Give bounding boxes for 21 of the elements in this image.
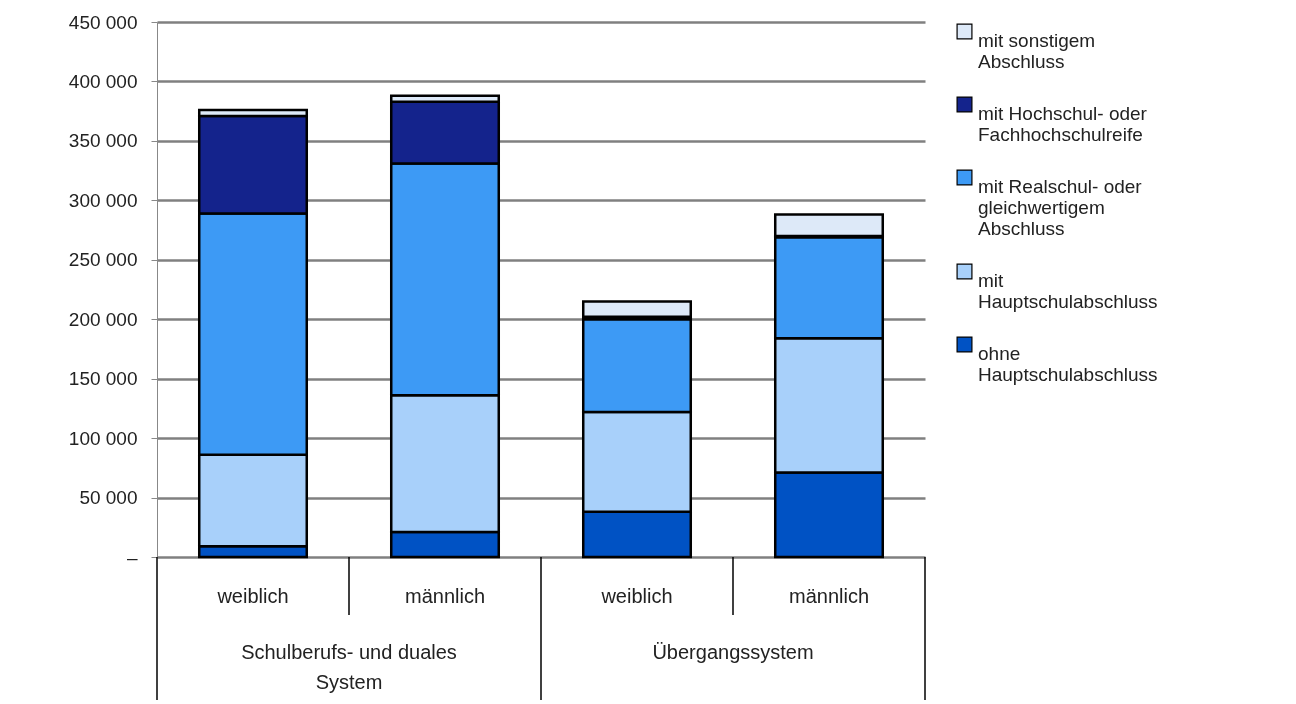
y-tick-label: 450 000 [68,11,138,33]
y-tick-label: 250 000 [68,249,138,271]
y-tick-label: 150 000 [68,368,138,390]
text: Schulberufs- und duales System [241,641,457,693]
y-tick-label: 300 000 [68,189,138,211]
x-tick-label: weiblich [600,585,673,607]
y-tick-label: 100 000 [68,427,138,449]
y-tick-label: 350 000 [68,130,138,152]
legend-label: mit sonstigem Abschluss [978,29,1096,72]
x-tick-label: männlich [788,585,870,607]
x-tick-label: männlich [404,585,486,607]
y-tick-label: – [126,546,138,568]
y-tick-label: 50 000 [79,487,138,509]
y-tick-label: 200 000 [68,308,138,330]
x-tick-label: weiblich [216,585,289,607]
text: Übergangssystem [652,641,814,663]
legend-label: ohne Hauptschulabschluss [978,342,1158,385]
legend-label: mit Realschul- oder gleichwertigem Abschluss [978,175,1143,239]
y-tick-label: 400 000 [68,70,138,92]
legend-label: mit Hochschul- oder Fachhochschulreife [978,102,1148,145]
legend-label: mit Hauptschulabschluss [978,269,1158,312]
